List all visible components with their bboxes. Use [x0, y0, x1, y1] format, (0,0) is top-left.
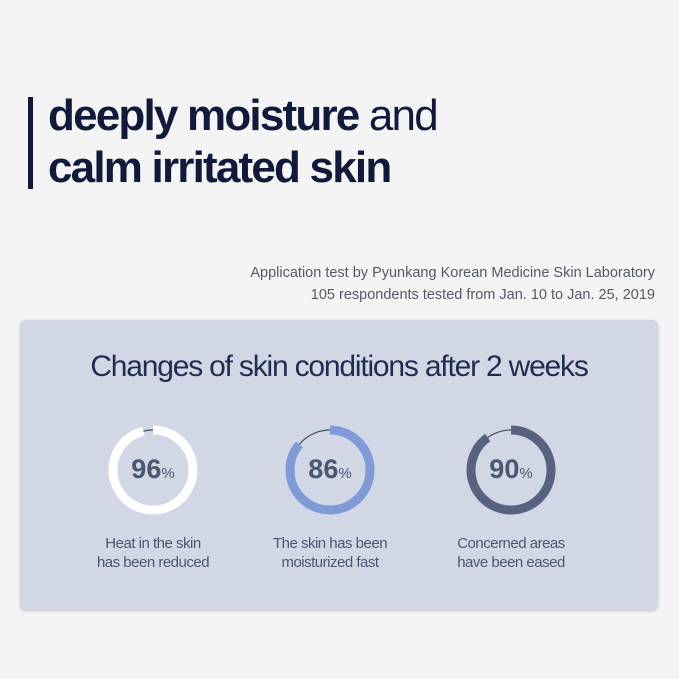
source-note: Application test by Pyunkang Korean Medi… — [250, 262, 655, 306]
progress-ring — [285, 425, 375, 515]
stat-caption: Concerned areas have been eased — [457, 535, 565, 571]
stat-caption: Heat in the skin has been reduced — [96, 535, 210, 571]
stat-value: 96% — [131, 454, 175, 484]
stat-value: 90% — [489, 454, 533, 484]
progress-ring — [108, 425, 198, 515]
headline-line2: calm irritated skin — [48, 143, 392, 192]
headline-bold: deeply moisture — [48, 91, 360, 140]
ring-fill — [108, 425, 198, 515]
stat-caption: The skin has been moisturized fast — [272, 535, 388, 571]
stat-value: 86% — [308, 454, 352, 484]
stat-item: 86% The skin has been moisturized fast — [240, 420, 420, 572]
source-line1: Application test by Pyunkang Korean Medi… — [250, 265, 655, 281]
stat-item: 96% Heat in the skin has been reduced — [63, 420, 243, 572]
source-line2: 105 respondents tested from Jan. 10 to J… — [310, 287, 655, 303]
headline: deeply moisture and calm irritated skin — [48, 90, 439, 194]
ring-fill — [285, 425, 375, 515]
accent-bar — [28, 97, 33, 189]
progress-ring — [466, 425, 556, 515]
headline-light: and — [368, 91, 439, 140]
results-panel: Changes of skin conditions after 2 weeks… — [20, 320, 658, 610]
panel-title: Changes of skin conditions after 2 weeks — [90, 350, 589, 383]
stat-item: 90% Concerned areas have been eased — [421, 420, 601, 572]
ring-fill — [466, 425, 556, 515]
